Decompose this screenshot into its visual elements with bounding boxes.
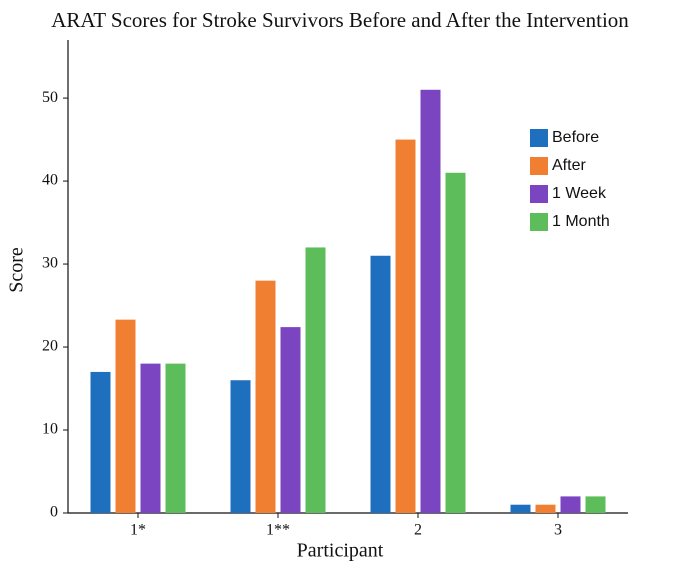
bar	[255, 280, 276, 513]
bar	[370, 255, 391, 513]
x-tick-label: 2	[414, 522, 422, 539]
legend-swatch	[530, 185, 548, 203]
bar	[230, 380, 251, 513]
legend-label: After	[552, 157, 586, 174]
x-tick-label: 3	[554, 522, 562, 539]
y-tick-label: 20	[42, 338, 58, 355]
chart-title: ARAT Scores for Stroke Survivors Before …	[51, 8, 629, 32]
legend-swatch	[530, 129, 548, 147]
bar	[395, 139, 416, 513]
bar	[535, 504, 556, 513]
legend-swatch	[530, 213, 548, 231]
bar	[420, 89, 441, 513]
bar	[510, 504, 531, 513]
x-tick-label: 1**	[266, 522, 290, 539]
bar	[445, 172, 466, 514]
x-tick-label: 1*	[130, 522, 146, 539]
bar	[585, 496, 606, 513]
y-tick-label: 10	[42, 421, 58, 438]
legend-label: 1 Month	[552, 213, 610, 230]
y-tick-label: 50	[42, 89, 58, 106]
y-tick-label: 0	[50, 504, 58, 521]
legend-swatch	[530, 157, 548, 175]
x-axis-label: Participant	[297, 540, 384, 562]
bar	[305, 247, 326, 513]
y-tick-label: 40	[42, 172, 58, 189]
bar	[140, 363, 161, 513]
y-tick-label: 30	[42, 255, 58, 272]
bar	[115, 319, 136, 513]
bar	[90, 371, 111, 513]
legend-label: Before	[552, 129, 599, 146]
legend-label: 1 Week	[552, 185, 607, 202]
bar	[560, 496, 581, 513]
y-axis-label: Score	[6, 247, 28, 293]
bar	[280, 327, 301, 513]
bar	[165, 363, 186, 513]
